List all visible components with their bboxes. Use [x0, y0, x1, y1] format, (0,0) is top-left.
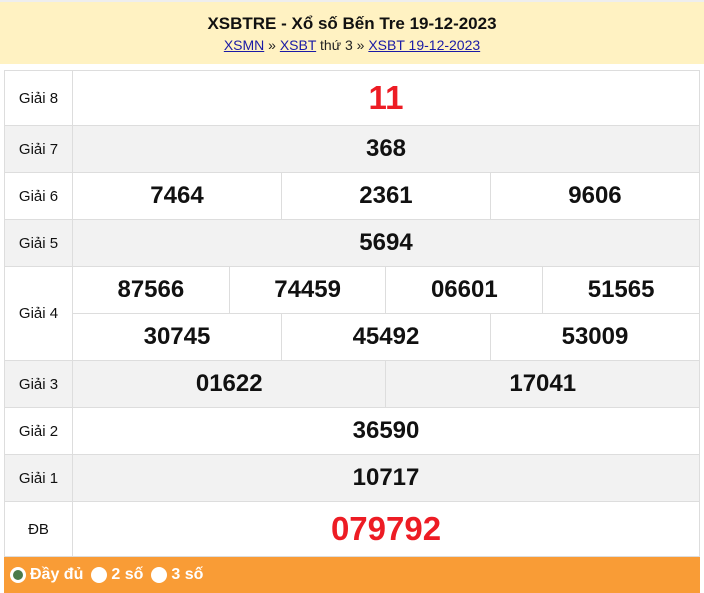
radio-icon[interactable] — [151, 567, 168, 583]
row-dac-biet: ĐB 079792 — [4, 501, 700, 557]
prize-number: 5694 — [72, 219, 700, 267]
prize-number: 01622 — [71, 360, 387, 408]
row-giai-5: Giải 5 5694 — [4, 219, 700, 267]
prize-label: Giải 6 — [4, 172, 73, 220]
option-3-digits[interactable]: 3 số — [151, 566, 203, 584]
prize-number: 17041 — [385, 360, 700, 408]
prize-label: Giải 5 — [4, 219, 73, 267]
breadcrumb-date-link[interactable]: XSBT 19-12-2023 — [368, 37, 481, 53]
prize-number: 30745 — [72, 313, 282, 361]
prize-number: 10717 — [72, 454, 700, 502]
page-header: XSBTRE - Xổ số Bến Tre 19-12-2023 XSMN »… — [0, 0, 704, 64]
row-giai-3: Giải 3 01622 17041 — [4, 360, 700, 408]
row-giai-4: Giải 4 87566 74459 06601 51565 — [4, 266, 700, 361]
row-giai-2: Giải 2 36590 — [4, 407, 700, 455]
breadcrumb-separator: » — [264, 37, 280, 53]
breadcrumb: XSMN » XSBT thứ 3 » XSBT 19-12-2023 — [0, 37, 704, 53]
option-label: 2 số — [111, 566, 144, 583]
row-giai-7: Giải 7 368 — [4, 125, 700, 173]
prize-label: Giải 3 — [4, 360, 73, 408]
prize-label: Giải 8 — [4, 70, 73, 126]
row-giai-6: Giải 6 7464 2361 9606 — [4, 172, 701, 220]
prize-number: 45492 — [280, 313, 491, 361]
page-title: XSBTRE - Xổ số Bến Tre 19-12-2023 — [207, 14, 497, 33]
row-giai-8: Giải 8 11 — [4, 70, 700, 126]
prize-number: 2361 — [280, 172, 491, 220]
prize-number: 51565 — [542, 266, 700, 314]
option-full[interactable]: Đầy đủ — [10, 566, 83, 584]
option-label: Đầy đủ — [30, 566, 84, 583]
display-options: Đầy đủ 2 số 3 số — [4, 557, 700, 593]
prize-label: Giải 2 — [4, 407, 73, 455]
prize-number: 9606 — [489, 172, 701, 220]
prize-number: 368 — [72, 125, 700, 173]
prize-number: 53009 — [489, 313, 701, 361]
results-table: Giải 8 11 Giải 7 368 Giải 6 7464 2361 9606 Gi… — [4, 70, 701, 557]
breadcrumb-text: thứ 3 » — [316, 37, 369, 53]
option-label: 3 số — [171, 566, 204, 583]
special-prize-number: 079792 — [72, 501, 700, 557]
prize-label: Giải 7 — [4, 125, 73, 173]
prize-number: 7464 — [72, 172, 282, 220]
prize-number: 74459 — [228, 266, 387, 314]
prize-label: ĐB — [4, 501, 73, 557]
row-giai-4-b: 30745 45492 53009 — [5, 313, 701, 361]
prize-number: 36590 — [72, 407, 700, 455]
row-giai-1: Giải 1 10717 — [4, 454, 700, 502]
prize-label: Giải 1 — [4, 454, 73, 502]
radio-icon[interactable] — [91, 567, 108, 583]
prize-label: Giải 4 — [4, 266, 73, 361]
radio-selected-icon[interactable] — [10, 567, 26, 583]
breadcrumb-xsmn-link[interactable]: XSMN — [223, 37, 265, 53]
prize-number: 87566 — [72, 266, 230, 314]
prize-number: 06601 — [385, 266, 544, 314]
prize-number: 11 — [72, 70, 700, 126]
breadcrumb-xsbt-link[interactable]: XSBT — [279, 37, 317, 53]
option-2-digits[interactable]: 2 số — [91, 566, 143, 584]
